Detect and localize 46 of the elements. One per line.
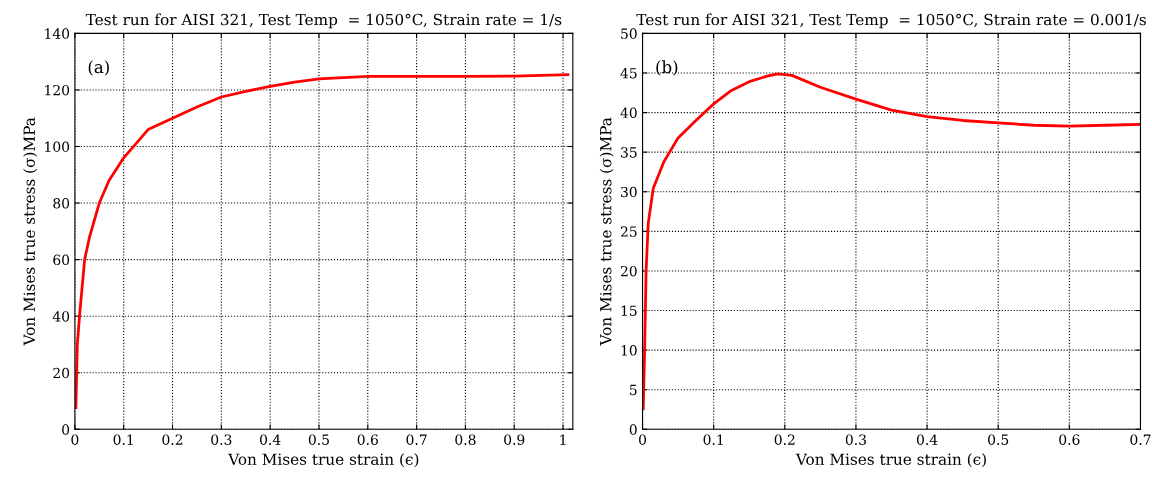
annotation: (a) — [88, 60, 109, 76]
y-tick-label: 40 — [620, 107, 637, 119]
x-tick-label: 0.2 — [774, 434, 795, 445]
x-tick-label: 0 — [639, 434, 647, 445]
x-tick-label: 0.6 — [357, 434, 378, 445]
x-axis-title: Von Mises true strain (ϵ) — [795, 453, 986, 468]
y-tick-label: 60 — [53, 254, 70, 266]
y-tick-label: 35 — [621, 147, 637, 158]
x-tick-label: 0.6 — [1059, 434, 1080, 445]
x-tick-label: 0.3 — [845, 434, 866, 445]
y-tick-label: 120 — [45, 84, 70, 96]
y-tick-label: 45 — [620, 67, 637, 79]
y-tick-label: 20 — [53, 367, 70, 379]
y-tick-label: 100 — [45, 141, 70, 152]
x-tick-label: 1 — [560, 434, 566, 445]
y-tick-label: 80 — [53, 198, 70, 209]
y-tick-label: 10 — [621, 345, 637, 356]
annotation: (b) — [656, 60, 678, 76]
x-tick-label: 0 — [71, 434, 79, 445]
y-tick-label: 0 — [62, 424, 70, 435]
x-tick-label: 0.5 — [308, 434, 329, 445]
y-tick-label: 0 — [629, 424, 637, 435]
chart-title: Test run for AISI 321, Test Temp = 1050°C, Strain rate = 0.001/s — [636, 13, 1146, 29]
y-tick-label: 25 — [620, 226, 637, 237]
y-tick-label: 15 — [621, 305, 637, 316]
y-tick-label: 5 — [630, 384, 637, 396]
chart-title: Test run for AISI 321, Test Temp = 1050°C, Strain rate = 1/s — [85, 13, 562, 29]
y-tick-label: 30 — [621, 186, 637, 198]
x-tick-label: 0.5 — [988, 434, 1009, 445]
x-tick-label: 0.2 — [162, 434, 183, 445]
y-tick-label: 40 — [52, 311, 70, 322]
x-tick-label: 0.3 — [211, 434, 232, 445]
x-tick-label: 0.1 — [113, 434, 133, 445]
x-tick-label: 0.7 — [406, 434, 427, 445]
x-tick-label: 0.7 — [1130, 434, 1151, 445]
x-tick-label: 0.4 — [916, 434, 938, 445]
y-tick-label: 140 — [45, 28, 70, 39]
x-axis-title: Von Mises true strain (ϵ) — [228, 453, 419, 468]
x-tick-label: 0.8 — [455, 434, 476, 445]
y-tick-label: 20 — [620, 265, 637, 277]
x-tick-label: 0.9 — [504, 434, 525, 445]
x-tick-label: 0.4 — [260, 434, 281, 445]
x-tick-label: 0.1 — [703, 434, 723, 445]
y-axis-title: Von Mises true stress (σ)MPa — [23, 117, 38, 346]
y-tick-label: 50 — [621, 28, 637, 39]
y-axis-title: Von Mises true stress (σ)MPa — [599, 117, 614, 346]
